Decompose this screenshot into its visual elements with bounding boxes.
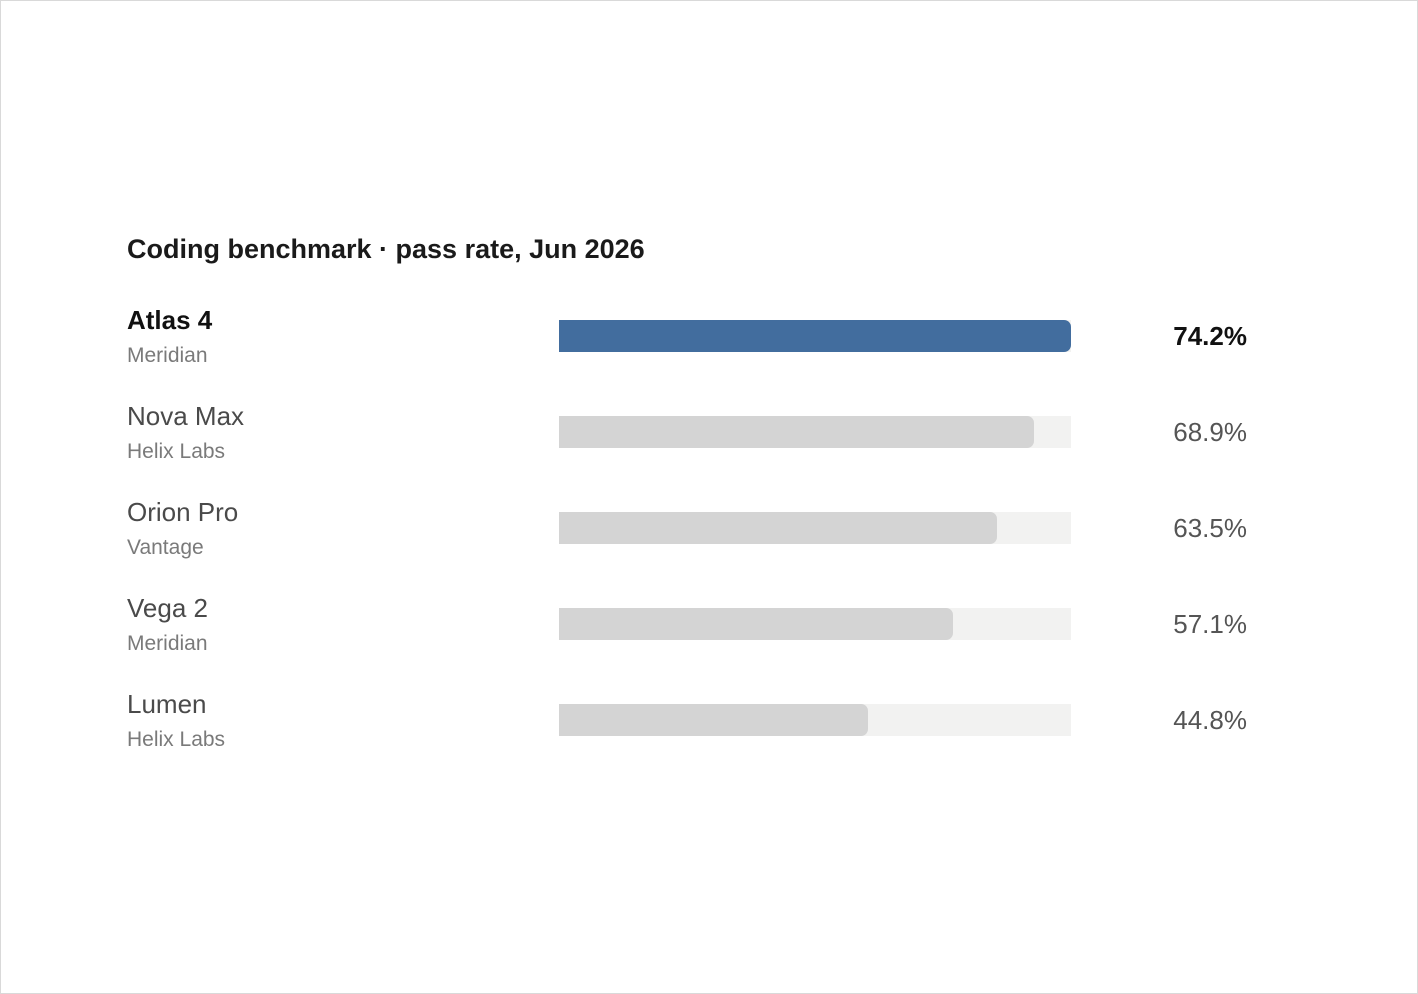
bar-vendor-label: Meridian <box>127 344 208 367</box>
bar <box>559 416 1034 448</box>
bar-track <box>559 416 1071 448</box>
bar-row: Lumen Helix Labs 44.8% <box>127 688 1267 784</box>
bar-value-label: 74.2% <box>1173 321 1247 351</box>
bar-category-label: Atlas 4 <box>127 305 213 335</box>
bar-row: Atlas 4 Meridian 74.2% <box>127 304 1267 400</box>
bar-vendor-label: Helix Labs <box>127 440 226 463</box>
bar-value-label: 63.5% <box>1173 513 1247 543</box>
bar-track <box>559 704 1071 736</box>
bar-row: Vega 2 Meridian 57.1% <box>127 592 1267 688</box>
bar-value-label: 57.1% <box>1173 609 1247 639</box>
bar-category-label: Nova Max <box>127 401 245 431</box>
bar-vendor-label: Helix Labs <box>127 728 226 751</box>
bar-row: Nova Max Helix Labs 68.9% <box>127 400 1267 496</box>
bar <box>559 704 868 736</box>
bar <box>559 608 953 640</box>
bar-track <box>559 320 1071 352</box>
chart-title: Coding benchmark · pass rate, Jun 2026 <box>127 234 645 264</box>
bar-row: Orion Pro Vantage 63.5% <box>127 496 1267 592</box>
bar-vendor-label: Meridian <box>127 632 208 655</box>
bar <box>559 512 997 544</box>
bar-vendor-label: Vantage <box>127 536 204 559</box>
bar-track <box>559 512 1071 544</box>
bar-track <box>559 608 1071 640</box>
bar-value-label: 44.8% <box>1173 705 1247 735</box>
bar-category-label: Orion Pro <box>127 497 239 527</box>
bar-value-label: 68.9% <box>1173 417 1247 447</box>
bar <box>559 320 1071 352</box>
bar-category-label: Vega 2 <box>127 593 208 623</box>
bar-category-label: Lumen <box>127 689 207 719</box>
